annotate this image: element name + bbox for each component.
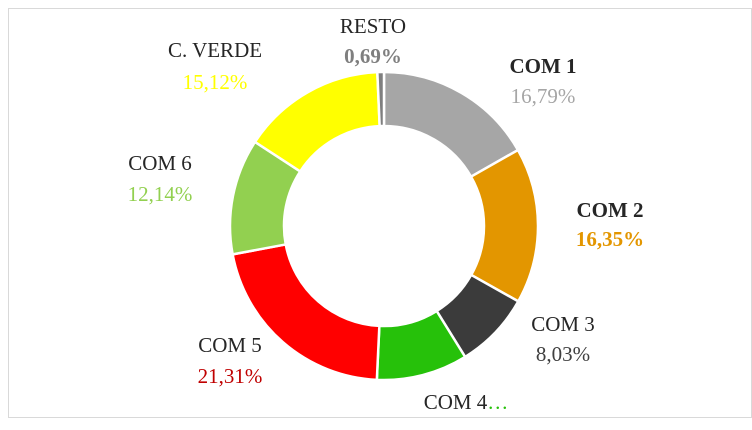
- value-label: 0,69%: [344, 44, 402, 68]
- category-label: COM 6: [128, 151, 192, 175]
- category-label: COM 2: [576, 198, 643, 222]
- value-label: 12,14%: [128, 182, 193, 206]
- category-label: COM 5: [198, 333, 262, 357]
- value-label: 16,35%: [576, 227, 644, 251]
- category-label: COM 1: [509, 54, 576, 78]
- data-label: COM 4…: [424, 390, 509, 414]
- value-label: 15,12%: [183, 70, 248, 94]
- category-label: COM 4: [424, 390, 488, 414]
- value-label: 21,31%: [198, 364, 263, 388]
- value-label: 16,79%: [511, 84, 576, 108]
- donut-slice: [376, 70, 386, 128]
- category-label: C. VERDE: [168, 38, 262, 62]
- value-label: …: [487, 390, 508, 414]
- value-label: 8,03%: [536, 342, 590, 366]
- category-label: COM 3: [531, 312, 595, 336]
- category-label: RESTO: [340, 14, 406, 38]
